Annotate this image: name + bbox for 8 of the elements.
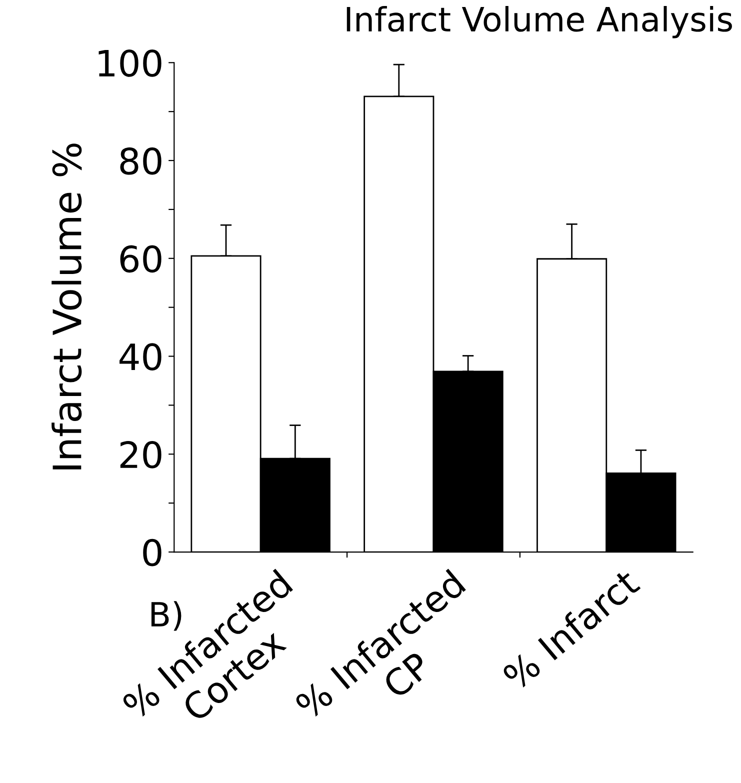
y-tick-label: 20 [120, 441, 162, 468]
y-tick-label: 80 [120, 147, 162, 175]
y-tick-label: 60 [120, 245, 162, 273]
y-tick-label: 40 [120, 343, 162, 370]
y-tick-label: 0 [143, 538, 162, 566]
chart-title: Infarct Volume Analysis [346, 6, 732, 38]
y-axis-title: Infarct Volume % [52, 144, 82, 470]
y-tick-label: 100 [98, 50, 162, 77]
